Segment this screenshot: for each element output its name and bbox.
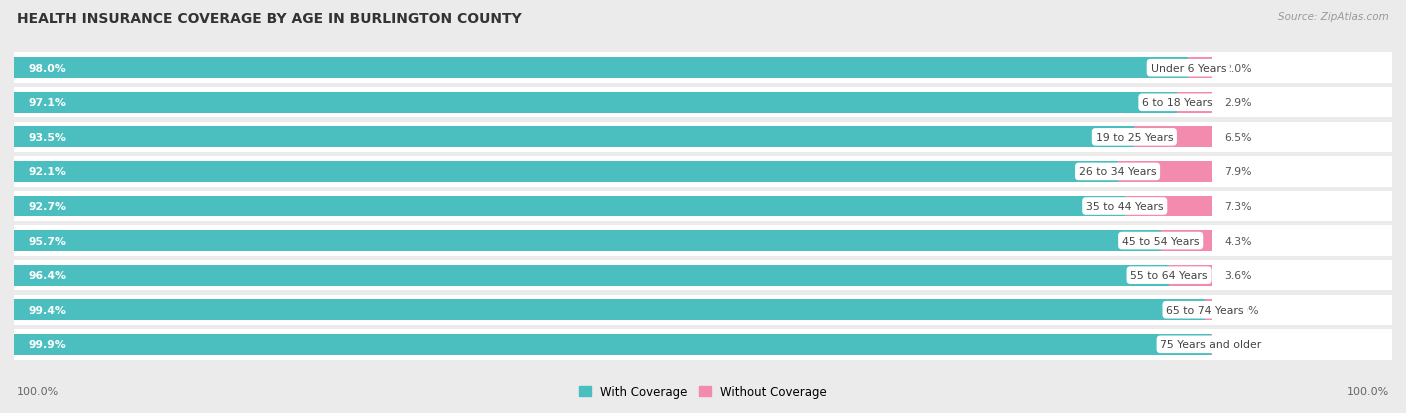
- Bar: [14, 58, 1188, 79]
- Text: 99.9%: 99.9%: [28, 339, 66, 349]
- Text: 99.4%: 99.4%: [28, 305, 66, 315]
- Bar: [14, 161, 1118, 183]
- Text: 65 to 74 Years: 65 to 74 Years: [1167, 305, 1244, 315]
- Text: 19 to 25 Years: 19 to 25 Years: [1095, 133, 1173, 142]
- Bar: [14, 295, 1392, 325]
- Bar: [1161, 230, 1212, 252]
- Text: 35 to 44 Years: 35 to 44 Years: [1085, 202, 1164, 211]
- Bar: [14, 127, 1135, 148]
- Text: 7.3%: 7.3%: [1225, 202, 1251, 211]
- Bar: [14, 226, 1392, 256]
- Text: 55 to 64 Years: 55 to 64 Years: [1130, 271, 1208, 280]
- Text: 75 Years and older: 75 Years and older: [1160, 339, 1261, 349]
- Bar: [14, 157, 1392, 187]
- Bar: [14, 88, 1392, 118]
- Bar: [1168, 265, 1212, 286]
- Text: 7.9%: 7.9%: [1225, 167, 1251, 177]
- Bar: [1125, 196, 1212, 217]
- Bar: [14, 265, 1168, 286]
- Text: 4.3%: 4.3%: [1225, 236, 1251, 246]
- Text: 26 to 34 Years: 26 to 34 Years: [1078, 167, 1156, 177]
- Bar: [1118, 161, 1212, 183]
- Text: 92.1%: 92.1%: [28, 167, 66, 177]
- Bar: [14, 230, 1161, 252]
- Text: 0.59%: 0.59%: [1225, 305, 1258, 315]
- Text: 6 to 18 Years: 6 to 18 Years: [1142, 98, 1213, 108]
- Bar: [14, 299, 1205, 320]
- Text: 92.7%: 92.7%: [28, 202, 66, 211]
- Text: Source: ZipAtlas.com: Source: ZipAtlas.com: [1278, 12, 1389, 22]
- Bar: [14, 334, 1211, 355]
- Bar: [1135, 127, 1212, 148]
- Text: 98.0%: 98.0%: [28, 64, 66, 74]
- Text: 3.6%: 3.6%: [1225, 271, 1251, 280]
- Bar: [14, 93, 1177, 114]
- Text: 95.7%: 95.7%: [28, 236, 66, 246]
- Text: 96.4%: 96.4%: [28, 271, 66, 280]
- Text: 100.0%: 100.0%: [17, 387, 59, 396]
- Text: HEALTH INSURANCE COVERAGE BY AGE IN BURLINGTON COUNTY: HEALTH INSURANCE COVERAGE BY AGE IN BURL…: [17, 12, 522, 26]
- Text: Under 6 Years: Under 6 Years: [1150, 64, 1226, 74]
- Bar: [1188, 58, 1212, 79]
- Bar: [14, 196, 1125, 217]
- Bar: [14, 329, 1392, 360]
- Bar: [14, 122, 1392, 153]
- Bar: [14, 260, 1392, 291]
- Legend: With Coverage, Without Coverage: With Coverage, Without Coverage: [574, 381, 832, 403]
- Bar: [14, 191, 1392, 222]
- Bar: [1205, 299, 1212, 320]
- Text: 6.5%: 6.5%: [1225, 133, 1251, 142]
- Text: 2.0%: 2.0%: [1225, 64, 1251, 74]
- Text: 45 to 54 Years: 45 to 54 Years: [1122, 236, 1199, 246]
- Text: 100.0%: 100.0%: [1347, 387, 1389, 396]
- Text: 93.5%: 93.5%: [28, 133, 66, 142]
- Text: 97.1%: 97.1%: [28, 98, 66, 108]
- Text: 2.9%: 2.9%: [1225, 98, 1251, 108]
- Bar: [1211, 334, 1212, 355]
- Bar: [14, 53, 1392, 84]
- Bar: [1177, 93, 1212, 114]
- Text: 0.12%: 0.12%: [1225, 339, 1258, 349]
